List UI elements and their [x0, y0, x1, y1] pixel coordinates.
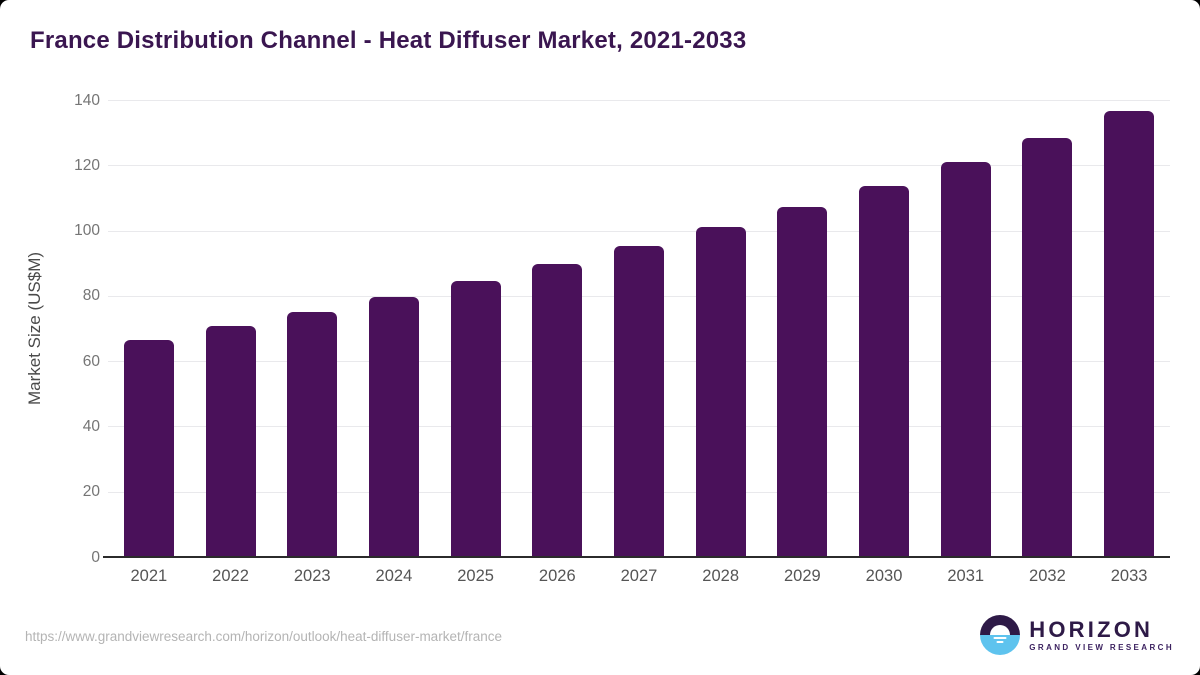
bar-2028	[695, 227, 746, 557]
x-tick-label: 2030	[865, 567, 903, 585]
logo-wordmark: HORIZON	[1029, 616, 1154, 642]
x-tick-label: 2025	[457, 567, 494, 585]
sun-reflection-line	[993, 637, 1007, 639]
x-tick-label: 2027	[620, 567, 658, 585]
bar-2024	[368, 296, 419, 557]
x-tick-label: 2033	[1110, 567, 1148, 585]
source-url: https://www.grandviewresearch.com/horizo…	[25, 629, 502, 644]
x-tick-label: 2023	[293, 567, 331, 585]
bar-2030	[859, 185, 910, 557]
x-tick-label: 2022	[212, 567, 249, 585]
y-tick-label: 120	[74, 156, 100, 174]
sun-icon	[990, 625, 1011, 635]
bar-2025	[450, 280, 501, 557]
y-tick-label: 40	[82, 417, 100, 435]
y-axis-tick-labels: 0 20 40 60 80 100 120 140	[0, 92, 100, 564]
y-tick-label: 80	[82, 287, 100, 305]
y-tick-label: 20	[82, 482, 100, 500]
bar-2023	[287, 311, 338, 557]
chart-title: France Distribution Channel - Heat Diffu…	[30, 27, 747, 54]
bar-2033	[1104, 111, 1155, 557]
bar-2029	[777, 207, 828, 557]
gridline	[108, 100, 1170, 101]
y-tick-label: 100	[74, 221, 100, 239]
bar-2027	[613, 246, 664, 557]
horizon-logo-icon	[980, 615, 1021, 655]
y-tick-label: 140	[74, 91, 100, 109]
y-tick-label: 0	[91, 548, 100, 566]
x-tick-label: 2032	[1029, 567, 1066, 585]
x-tick-label: 2031	[947, 567, 985, 585]
y-tick-label: 60	[82, 352, 100, 370]
horizon-logo: HORIZON GRAND VIEW RESEARCH	[980, 615, 1174, 655]
plot-area	[103, 100, 1170, 558]
x-tick-label: 2024	[375, 567, 413, 585]
bar-2031	[940, 162, 991, 557]
bar-2026	[532, 263, 583, 557]
x-axis-line	[103, 556, 1170, 558]
bar-2032	[1022, 137, 1073, 557]
x-tick-label: 2028	[702, 567, 740, 585]
bar-2021	[123, 339, 174, 557]
x-tick-label: 2021	[130, 567, 168, 585]
x-tick-label: 2026	[538, 567, 576, 585]
gridline	[108, 165, 1170, 167]
gridline	[108, 230, 1170, 232]
x-axis-tick-labels: 2021 2022 2023 2024 2025 2026 2027 2028 2029 2030…	[108, 567, 1170, 586]
sun-reflection-line	[996, 641, 1004, 643]
x-tick-label: 2029	[783, 567, 821, 585]
bar-2022	[205, 326, 256, 557]
logo-subtitle: GRAND VIEW RESEARCH	[1029, 642, 1174, 652]
bar-series	[108, 100, 1170, 557]
